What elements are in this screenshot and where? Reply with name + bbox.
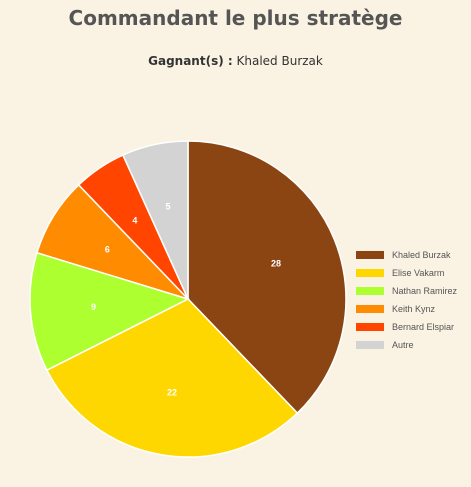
data-label-nathan-ramirez: 9 — [91, 302, 96, 312]
legend-label: Elise Vakarm — [392, 268, 445, 278]
page-title: Commandant le plus stratège — [68, 6, 403, 30]
pie-slice-autre[interactable] — [121, 140, 189, 300]
legend-label: Khaled Burzak — [392, 250, 451, 260]
legend-label: Keith Kynz — [392, 304, 436, 314]
legend-item-keith-kynz[interactable]: Keith Kynz — [356, 300, 457, 318]
data-label-khaled-burzak: 28 — [271, 259, 281, 269]
pie-slice-nathan-ramirez[interactable] — [29, 251, 191, 372]
legend-label: Nathan Ramirez — [392, 286, 458, 296]
pie-slice-khaled-burzak[interactable] — [187, 140, 347, 415]
legend-label: Bernard Elspiar — [392, 322, 455, 332]
winners-value: Khaled Burzak — [236, 54, 323, 68]
winners-line: Gagnant(s) : Khaled Burzak — [0, 54, 471, 68]
legend-item-bernard-elspiar[interactable]: Bernard Elspiar — [356, 318, 457, 336]
pie-slice-elise-vakarm[interactable] — [45, 298, 299, 458]
chart-legend: Khaled Burzak Elise Vakarm Nathan Ramirez K… — [356, 246, 457, 354]
data-label-elise-vakarm: 22 — [167, 387, 177, 397]
data-label-autre: 5 — [166, 201, 171, 211]
legend-item-nathan-ramirez[interactable]: Nathan Ramirez — [356, 282, 457, 300]
legend-swatch — [356, 287, 384, 295]
legend-item-elise-vakarm[interactable]: Elise Vakarm — [356, 264, 457, 282]
legend-swatch — [356, 251, 384, 259]
legend-item-autre[interactable]: Autre — [356, 336, 457, 354]
data-label-keith-kynz: 6 — [105, 244, 110, 254]
pie-data-labels: 28 22 9 6 4 5 — [91, 201, 281, 397]
pie-slices — [29, 140, 347, 458]
legend-item-khaled-burzak[interactable]: Khaled Burzak — [356, 246, 457, 264]
legend-swatch — [356, 305, 384, 313]
winners-label: Gagnant(s) : — [148, 54, 233, 68]
legend-swatch — [356, 323, 384, 331]
legend-swatch — [356, 341, 384, 349]
legend-swatch — [356, 269, 384, 277]
data-label-bernard-elspiar: 4 — [132, 215, 137, 225]
legend-label: Autre — [392, 340, 414, 350]
